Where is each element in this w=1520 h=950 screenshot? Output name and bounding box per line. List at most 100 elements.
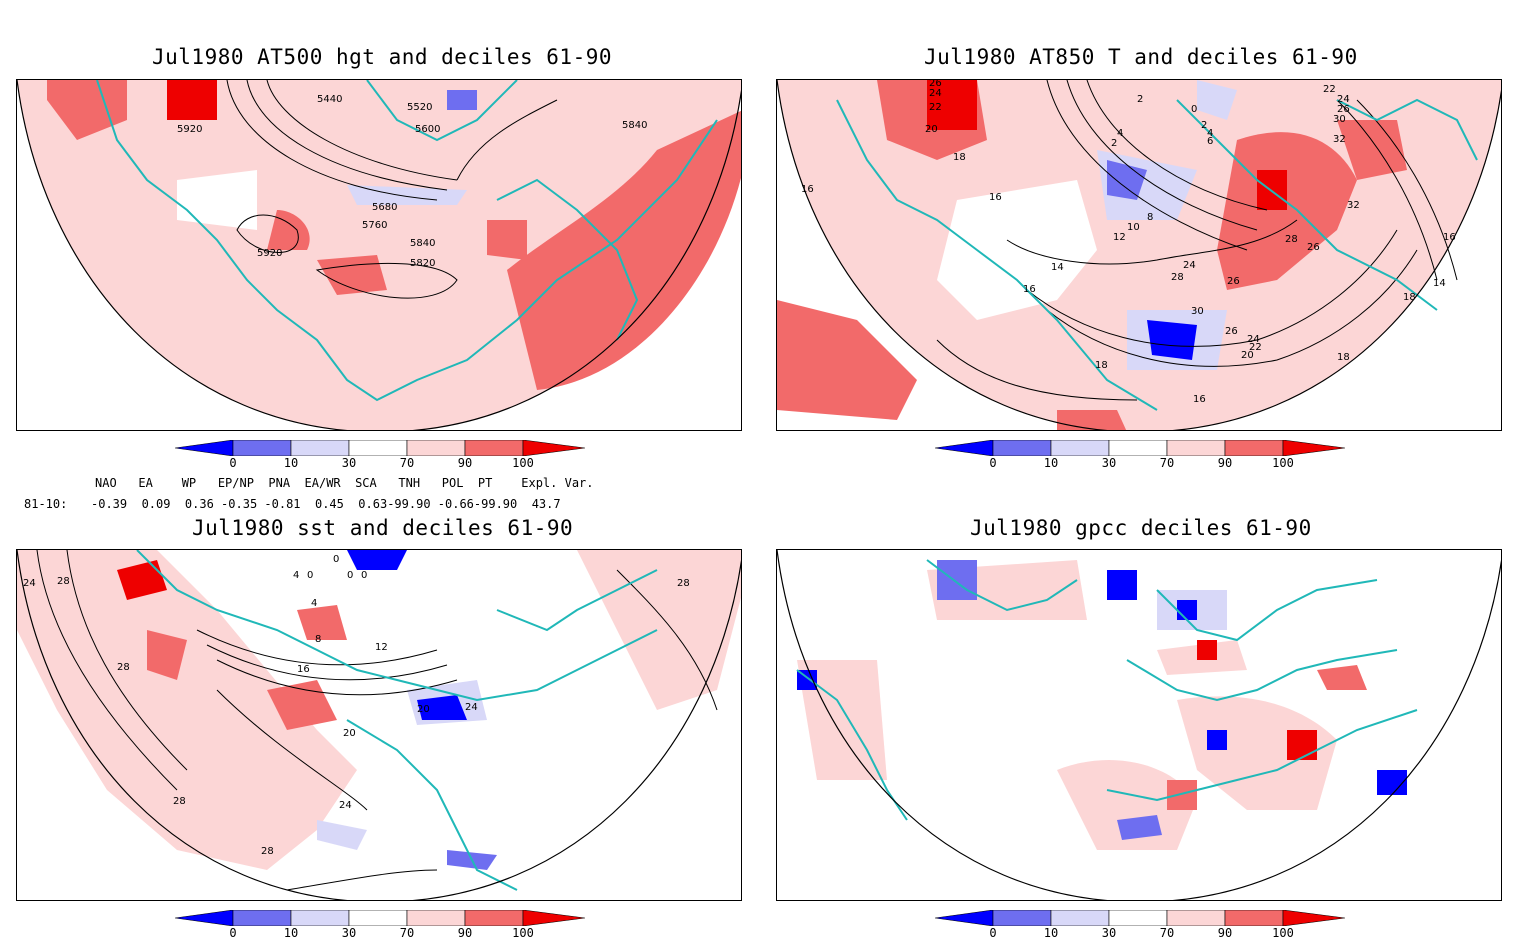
contour-label: 16: [1193, 394, 1206, 405]
indices-row-values: -0.39 0.09 0.36 -0.35 -0.81 0.45 0.63-99…: [91, 497, 561, 511]
contour-label: 26: [1225, 326, 1238, 337]
contour-label: 20: [343, 728, 356, 739]
anomaly-high: [487, 220, 527, 260]
colorbar-swatch: [174, 439, 234, 457]
colorbar-swatch: [934, 909, 994, 927]
height-contour: [246, 80, 448, 191]
colorbar-label: 0: [229, 926, 237, 940]
colorbar-swatch: [232, 909, 292, 927]
anomaly-neutral: [937, 180, 1097, 320]
height-contour: [266, 80, 458, 181]
temperature-contour: [1336, 99, 1438, 281]
contour-label: 26: [1307, 242, 1320, 253]
temperature-contour: [1356, 99, 1458, 281]
contour-label: 20: [1241, 350, 1254, 361]
anomaly-high: [147, 630, 187, 680]
contour-label: 5760: [362, 220, 387, 231]
contour-label: 22: [929, 102, 942, 113]
anomaly-low: [1117, 815, 1162, 840]
contour-label: 28: [261, 846, 274, 857]
colorbar-swatch: [992, 439, 1052, 457]
sst-contour: [216, 689, 368, 811]
colorbar-label: 0: [989, 456, 997, 470]
anomaly-high: [1057, 760, 1197, 850]
map-panel-hgt500: 5920 5440 5520 5600 5840 5680 5760 5840 …: [16, 79, 742, 431]
colorbar-swatch: [1050, 909, 1110, 927]
panel-title-p3: Jul1980 sst and deciles 61-90: [192, 516, 574, 540]
colorbar-swatch: [348, 909, 408, 927]
colorbar-swatches: [934, 909, 1346, 927]
colorbar-swatch: [1050, 439, 1110, 457]
anomaly-low: [417, 695, 467, 720]
sst-contour: [66, 550, 188, 771]
contour-label: 24: [339, 800, 352, 811]
contour-label: 18: [1337, 352, 1350, 363]
anomaly-high: [117, 560, 167, 600]
colorbar-label: 0: [229, 456, 237, 470]
colorbar-label: 10: [283, 456, 299, 470]
colorbar-swatch: [174, 909, 234, 927]
contour-label: 2: [1201, 120, 1207, 131]
colorbar-swatch: [1282, 909, 1346, 927]
coastline: [496, 569, 658, 632]
colorbar-label: 0: [989, 926, 997, 940]
contour-label: 14: [1051, 262, 1064, 273]
map-panel-t850: 26 24 22 20 18 2 0 2 4 2 4 6 16 16 8 10 …: [776, 79, 1502, 431]
map-sst: 24 28 28 0 4 0 0 0 4 8 12 16 20 20 24 24…: [17, 550, 741, 900]
anomaly-high: [1217, 132, 1357, 290]
anomaly-low: [1197, 80, 1237, 120]
contour-label: 14: [1433, 278, 1446, 289]
contour-label: 4: [1207, 128, 1213, 139]
anomaly-low: [1147, 320, 1197, 360]
contour-label: 16: [801, 184, 814, 195]
coastline: [1106, 709, 1418, 802]
colorbar-label: 90: [457, 456, 473, 470]
anomaly-high: [47, 80, 127, 140]
contour-label: 0: [1191, 104, 1197, 115]
contour-label: 18: [1403, 292, 1416, 303]
colorbar-label: 70: [1159, 456, 1175, 470]
anomaly-high-ocean: [17, 550, 357, 870]
contour-label: 2: [1137, 94, 1143, 105]
contour-label: 12: [1113, 232, 1126, 243]
contour-label: 5840: [410, 238, 435, 249]
coastline: [1176, 99, 1438, 311]
contour-label: 8: [1147, 212, 1153, 223]
contour-label: 20: [925, 124, 938, 135]
contour-label: 20: [417, 704, 430, 715]
panel-title-p1: Jul1980 AT500 hgt and deciles 61-90: [152, 45, 613, 69]
sst-contour: [36, 550, 178, 791]
coastline: [836, 99, 1158, 411]
colorbar-swatch: [290, 909, 350, 927]
temperature-contour: [936, 339, 1138, 401]
temperature-contour: [1066, 80, 1258, 231]
colorbar-swatch: [1108, 909, 1168, 927]
contour-label: 24: [929, 88, 942, 99]
contour-label: 22: [1249, 342, 1262, 353]
sst-contour: [216, 659, 458, 696]
anomaly-high: [1317, 665, 1367, 690]
anomaly-high: [507, 110, 741, 390]
contour-label: 5820: [410, 258, 435, 269]
anomaly-low: [1207, 730, 1227, 750]
contour-label: 2: [1111, 138, 1117, 149]
colorbar-swatch: [1224, 909, 1284, 927]
contour-label: 4: [293, 570, 299, 581]
colorbar-swatch: [992, 909, 1052, 927]
contour-label: 5520: [407, 102, 432, 113]
contour-label: 24: [1183, 260, 1196, 271]
contour-label: 24: [1337, 94, 1350, 105]
contour-label: 26: [1337, 104, 1350, 115]
colorbar-top-left: 0 10 30 70 90 100: [174, 439, 586, 480]
colorbar-swatch: [406, 909, 466, 927]
anomaly-high: [927, 80, 977, 130]
contour-label: 28: [117, 662, 130, 673]
contour-label: 10: [1127, 222, 1140, 233]
colorbar-label: 30: [1101, 926, 1117, 940]
temperature-contour: [1086, 80, 1268, 211]
coastline: [346, 719, 518, 891]
contour-label: 5840: [622, 120, 647, 131]
contour-label: 24: [23, 578, 36, 589]
contour-label: 0: [307, 570, 313, 581]
contour-label: 5920: [257, 248, 282, 259]
